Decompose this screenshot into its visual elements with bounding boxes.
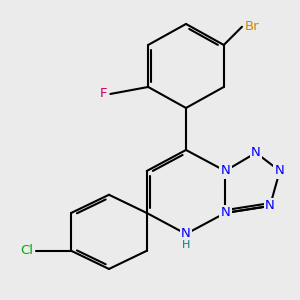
Text: N: N: [251, 146, 261, 159]
Text: F: F: [100, 88, 107, 100]
Text: N: N: [275, 164, 285, 178]
Text: N: N: [181, 227, 191, 241]
Text: H: H: [182, 240, 190, 250]
Text: Br: Br: [245, 20, 260, 33]
Text: N: N: [220, 206, 230, 220]
Text: N: N: [265, 200, 275, 212]
Text: Cl: Cl: [20, 244, 33, 257]
Text: N: N: [220, 164, 230, 178]
